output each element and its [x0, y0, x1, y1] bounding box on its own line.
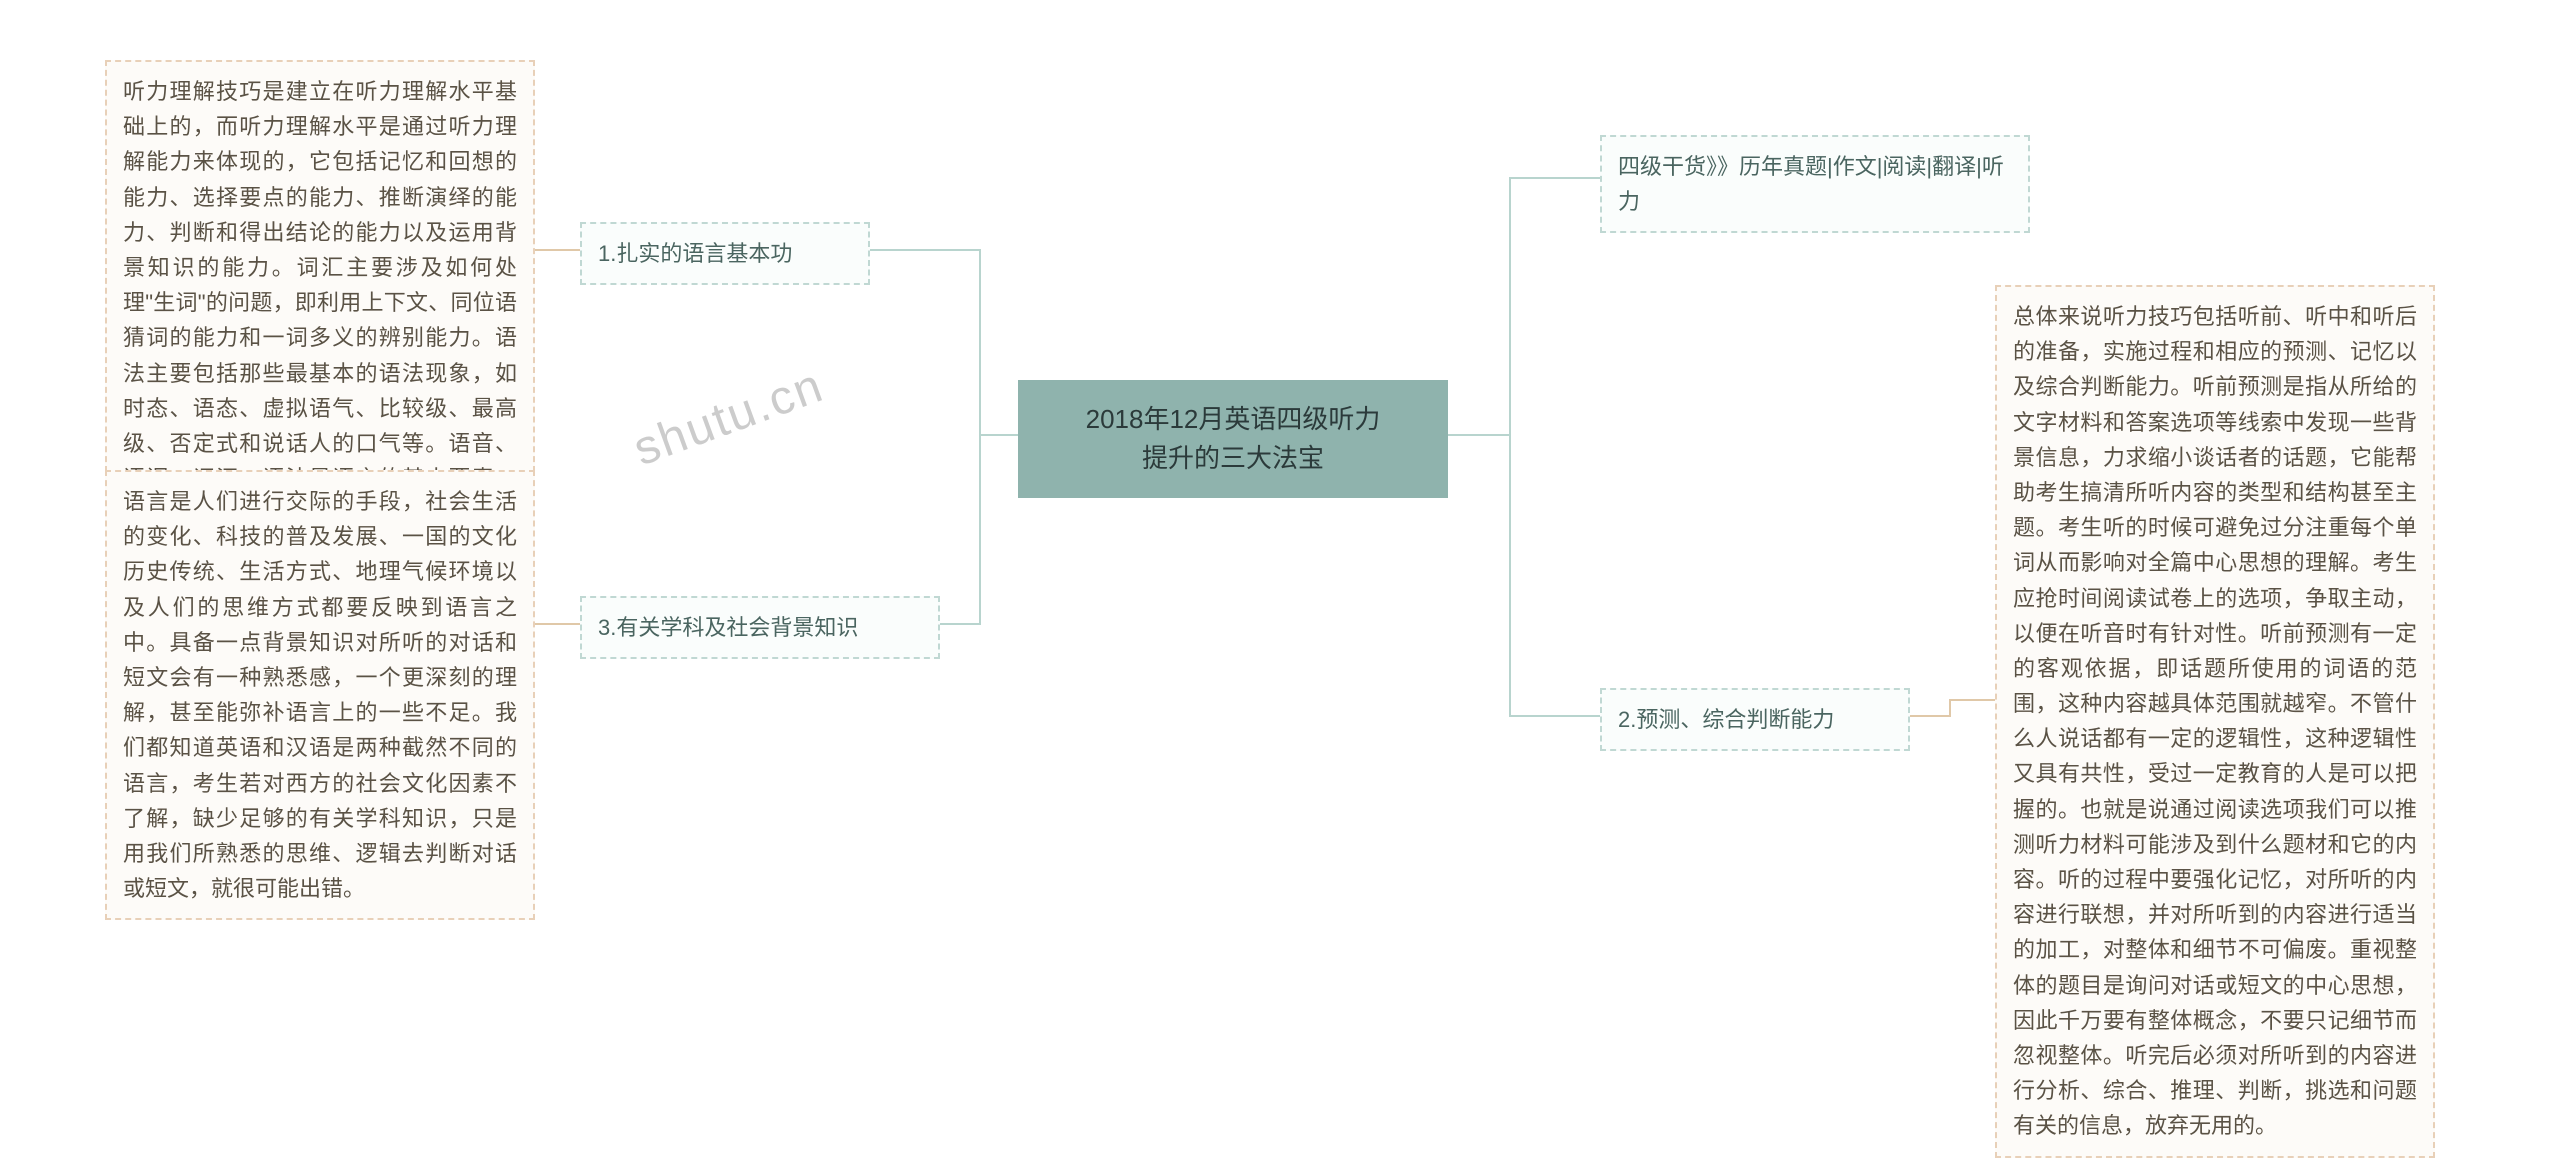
detail-2-text: 总体来说听力技巧包括听前、听中和听后的准备，实施过程和相应的预测、记忆以及综合判… [2013, 304, 2417, 1138]
center-node: 2018年12月英语四级听力 提升的三大法宝 [1018, 380, 1448, 498]
branch-4: 四级干货》》历年真题|作文|阅读|翻译|听力 [1600, 135, 2030, 233]
branch-4-label: 四级干货》》历年真题|作文|阅读|翻译|听力 [1618, 154, 2004, 214]
center-line2: 提升的三大法宝 [1042, 439, 1424, 478]
branch-3: 3.有关学科及社会背景知识 [580, 596, 940, 659]
branch-1-label: 1.扎实的语言基本功 [598, 241, 792, 266]
branch-2-label: 2.预测、综合判断能力 [1618, 707, 1834, 732]
detail-2: 总体来说听力技巧包括听前、听中和听后的准备，实施过程和相应的预测、记忆以及综合判… [1995, 285, 2435, 1158]
center-line1: 2018年12月英语四级听力 [1042, 400, 1424, 439]
branch-3-label: 3.有关学科及社会背景知识 [598, 615, 858, 640]
watermark-1: shutu.cn [627, 358, 831, 477]
branch-1: 1.扎实的语言基本功 [580, 222, 870, 285]
detail-3: 语言是人们进行交际的手段，社会生活的变化、科技的普及发展、一国的文化历史传统、生… [105, 470, 535, 920]
branch-2: 2.预测、综合判断能力 [1600, 688, 1910, 751]
detail-3-text: 语言是人们进行交际的手段，社会生活的变化、科技的普及发展、一国的文化历史传统、生… [123, 489, 517, 901]
